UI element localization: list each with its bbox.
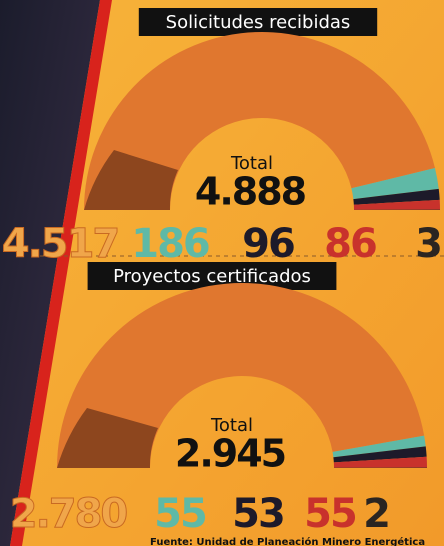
source-note: Fuente: Unidad de Planeación Minero Ener…: [150, 536, 425, 546]
value-label: 3: [415, 221, 441, 267]
value-label: 186: [131, 221, 209, 267]
total-value: 2.945: [175, 432, 285, 476]
value-label: 2.780: [10, 491, 127, 537]
value-label: 53: [232, 491, 284, 537]
chart-title: Solicitudes recibidas: [166, 12, 351, 33]
value-label: 55: [154, 491, 206, 537]
value-label: 86: [324, 221, 376, 267]
page: Fuente: Unidad de Planeación Minero Ener…: [0, 0, 444, 546]
infographic: Fuente: Unidad de Planeación Minero Ener…: [0, 0, 444, 546]
chart-title: Proyectos certificados: [113, 266, 311, 287]
value-label: 96: [242, 221, 294, 267]
value-label: 4.517: [2, 221, 119, 267]
value-label: 2: [363, 491, 389, 537]
total-value: 4.888: [195, 170, 306, 214]
value-label: 55: [304, 491, 356, 537]
